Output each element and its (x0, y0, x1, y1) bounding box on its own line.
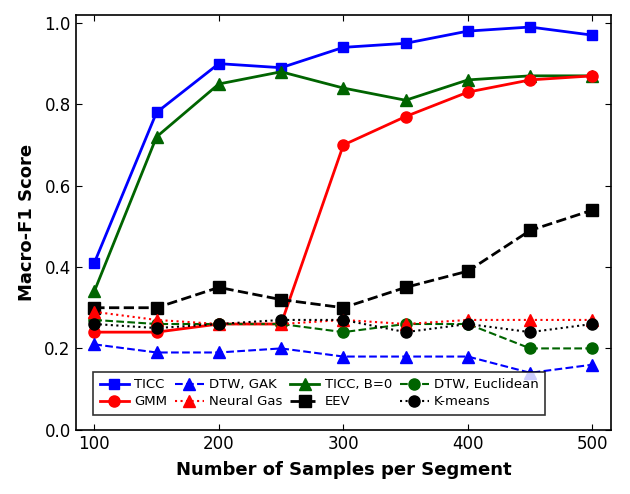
K-means (464, 321, 472, 327)
DTW, GAK (277, 345, 285, 351)
Line: TICC, B=0: TICC, B=0 (89, 66, 598, 297)
K-means (91, 321, 98, 327)
Line: DTW, Euclidean: DTW, Euclidean (89, 314, 598, 354)
K-means (215, 321, 222, 327)
DTW, GAK (91, 341, 98, 347)
TICC (152, 110, 160, 116)
EEV (91, 305, 98, 311)
TICC, B=0 (340, 85, 347, 91)
EEV (340, 305, 347, 311)
Line: GMM: GMM (89, 70, 598, 338)
K-means (527, 329, 534, 335)
Neural Gas (340, 317, 347, 323)
GMM (277, 321, 285, 327)
TICC, B=0 (527, 73, 534, 79)
K-means (402, 329, 410, 335)
Neural Gas (277, 321, 285, 327)
TICC (215, 61, 222, 67)
TICC (91, 260, 98, 266)
TICC, B=0 (464, 77, 472, 83)
GMM (215, 321, 222, 327)
Neural Gas (152, 317, 160, 323)
Neural Gas (527, 317, 534, 323)
Line: DTW, GAK: DTW, GAK (89, 339, 598, 378)
Neural Gas (588, 317, 596, 323)
DTW, Euclidean (215, 321, 222, 327)
EEV (277, 296, 285, 302)
EEV (402, 285, 410, 290)
DTW, Euclidean (464, 321, 472, 327)
Line: K-means: K-means (89, 314, 598, 338)
Neural Gas (91, 309, 98, 315)
GMM (91, 329, 98, 335)
DTW, Euclidean (91, 317, 98, 323)
GMM (464, 89, 472, 95)
K-means (152, 325, 160, 331)
K-means (588, 321, 596, 327)
DTW, GAK (215, 350, 222, 356)
DTW, Euclidean (152, 321, 160, 327)
DTW, GAK (152, 350, 160, 356)
DTW, Euclidean (340, 329, 347, 335)
GMM (588, 73, 596, 79)
Neural Gas (215, 321, 222, 327)
TICC (527, 24, 534, 30)
Y-axis label: Macro-F1 Score: Macro-F1 Score (18, 144, 36, 301)
TICC, B=0 (277, 69, 285, 75)
GMM (152, 329, 160, 335)
DTW, Euclidean (588, 345, 596, 351)
GMM (527, 77, 534, 83)
TICC, B=0 (402, 97, 410, 103)
Line: TICC: TICC (89, 22, 597, 268)
TICC (277, 65, 285, 71)
TICC, B=0 (588, 73, 596, 79)
Legend: TICC, GMM, DTW, GAK, Neural Gas, TICC, B=0, EEV, DTW, Euclidean, K-means: TICC, GMM, DTW, GAK, Neural Gas, TICC, B… (93, 371, 546, 415)
DTW, GAK (527, 370, 534, 376)
DTW, GAK (464, 354, 472, 360)
DTW, Euclidean (402, 321, 410, 327)
DTW, GAK (588, 362, 596, 368)
TICC, B=0 (215, 81, 222, 87)
TICC (402, 41, 410, 46)
DTW, Euclidean (277, 321, 285, 327)
K-means (277, 317, 285, 323)
TICC (588, 32, 596, 38)
Neural Gas (464, 317, 472, 323)
TICC (340, 44, 347, 50)
TICC, B=0 (152, 134, 160, 140)
DTW, Euclidean (527, 345, 534, 351)
Neural Gas (402, 321, 410, 327)
K-means (340, 317, 347, 323)
TICC (464, 28, 472, 34)
Line: EEV: EEV (89, 205, 598, 313)
GMM (402, 114, 410, 120)
EEV (464, 268, 472, 274)
DTW, GAK (340, 354, 347, 360)
EEV (215, 285, 222, 290)
X-axis label: Number of Samples per Segment: Number of Samples per Segment (176, 461, 511, 479)
DTW, GAK (402, 354, 410, 360)
EEV (588, 207, 596, 213)
TICC, B=0 (91, 288, 98, 294)
Line: Neural Gas: Neural Gas (89, 306, 598, 329)
EEV (152, 305, 160, 311)
EEV (527, 227, 534, 233)
GMM (340, 142, 347, 148)
